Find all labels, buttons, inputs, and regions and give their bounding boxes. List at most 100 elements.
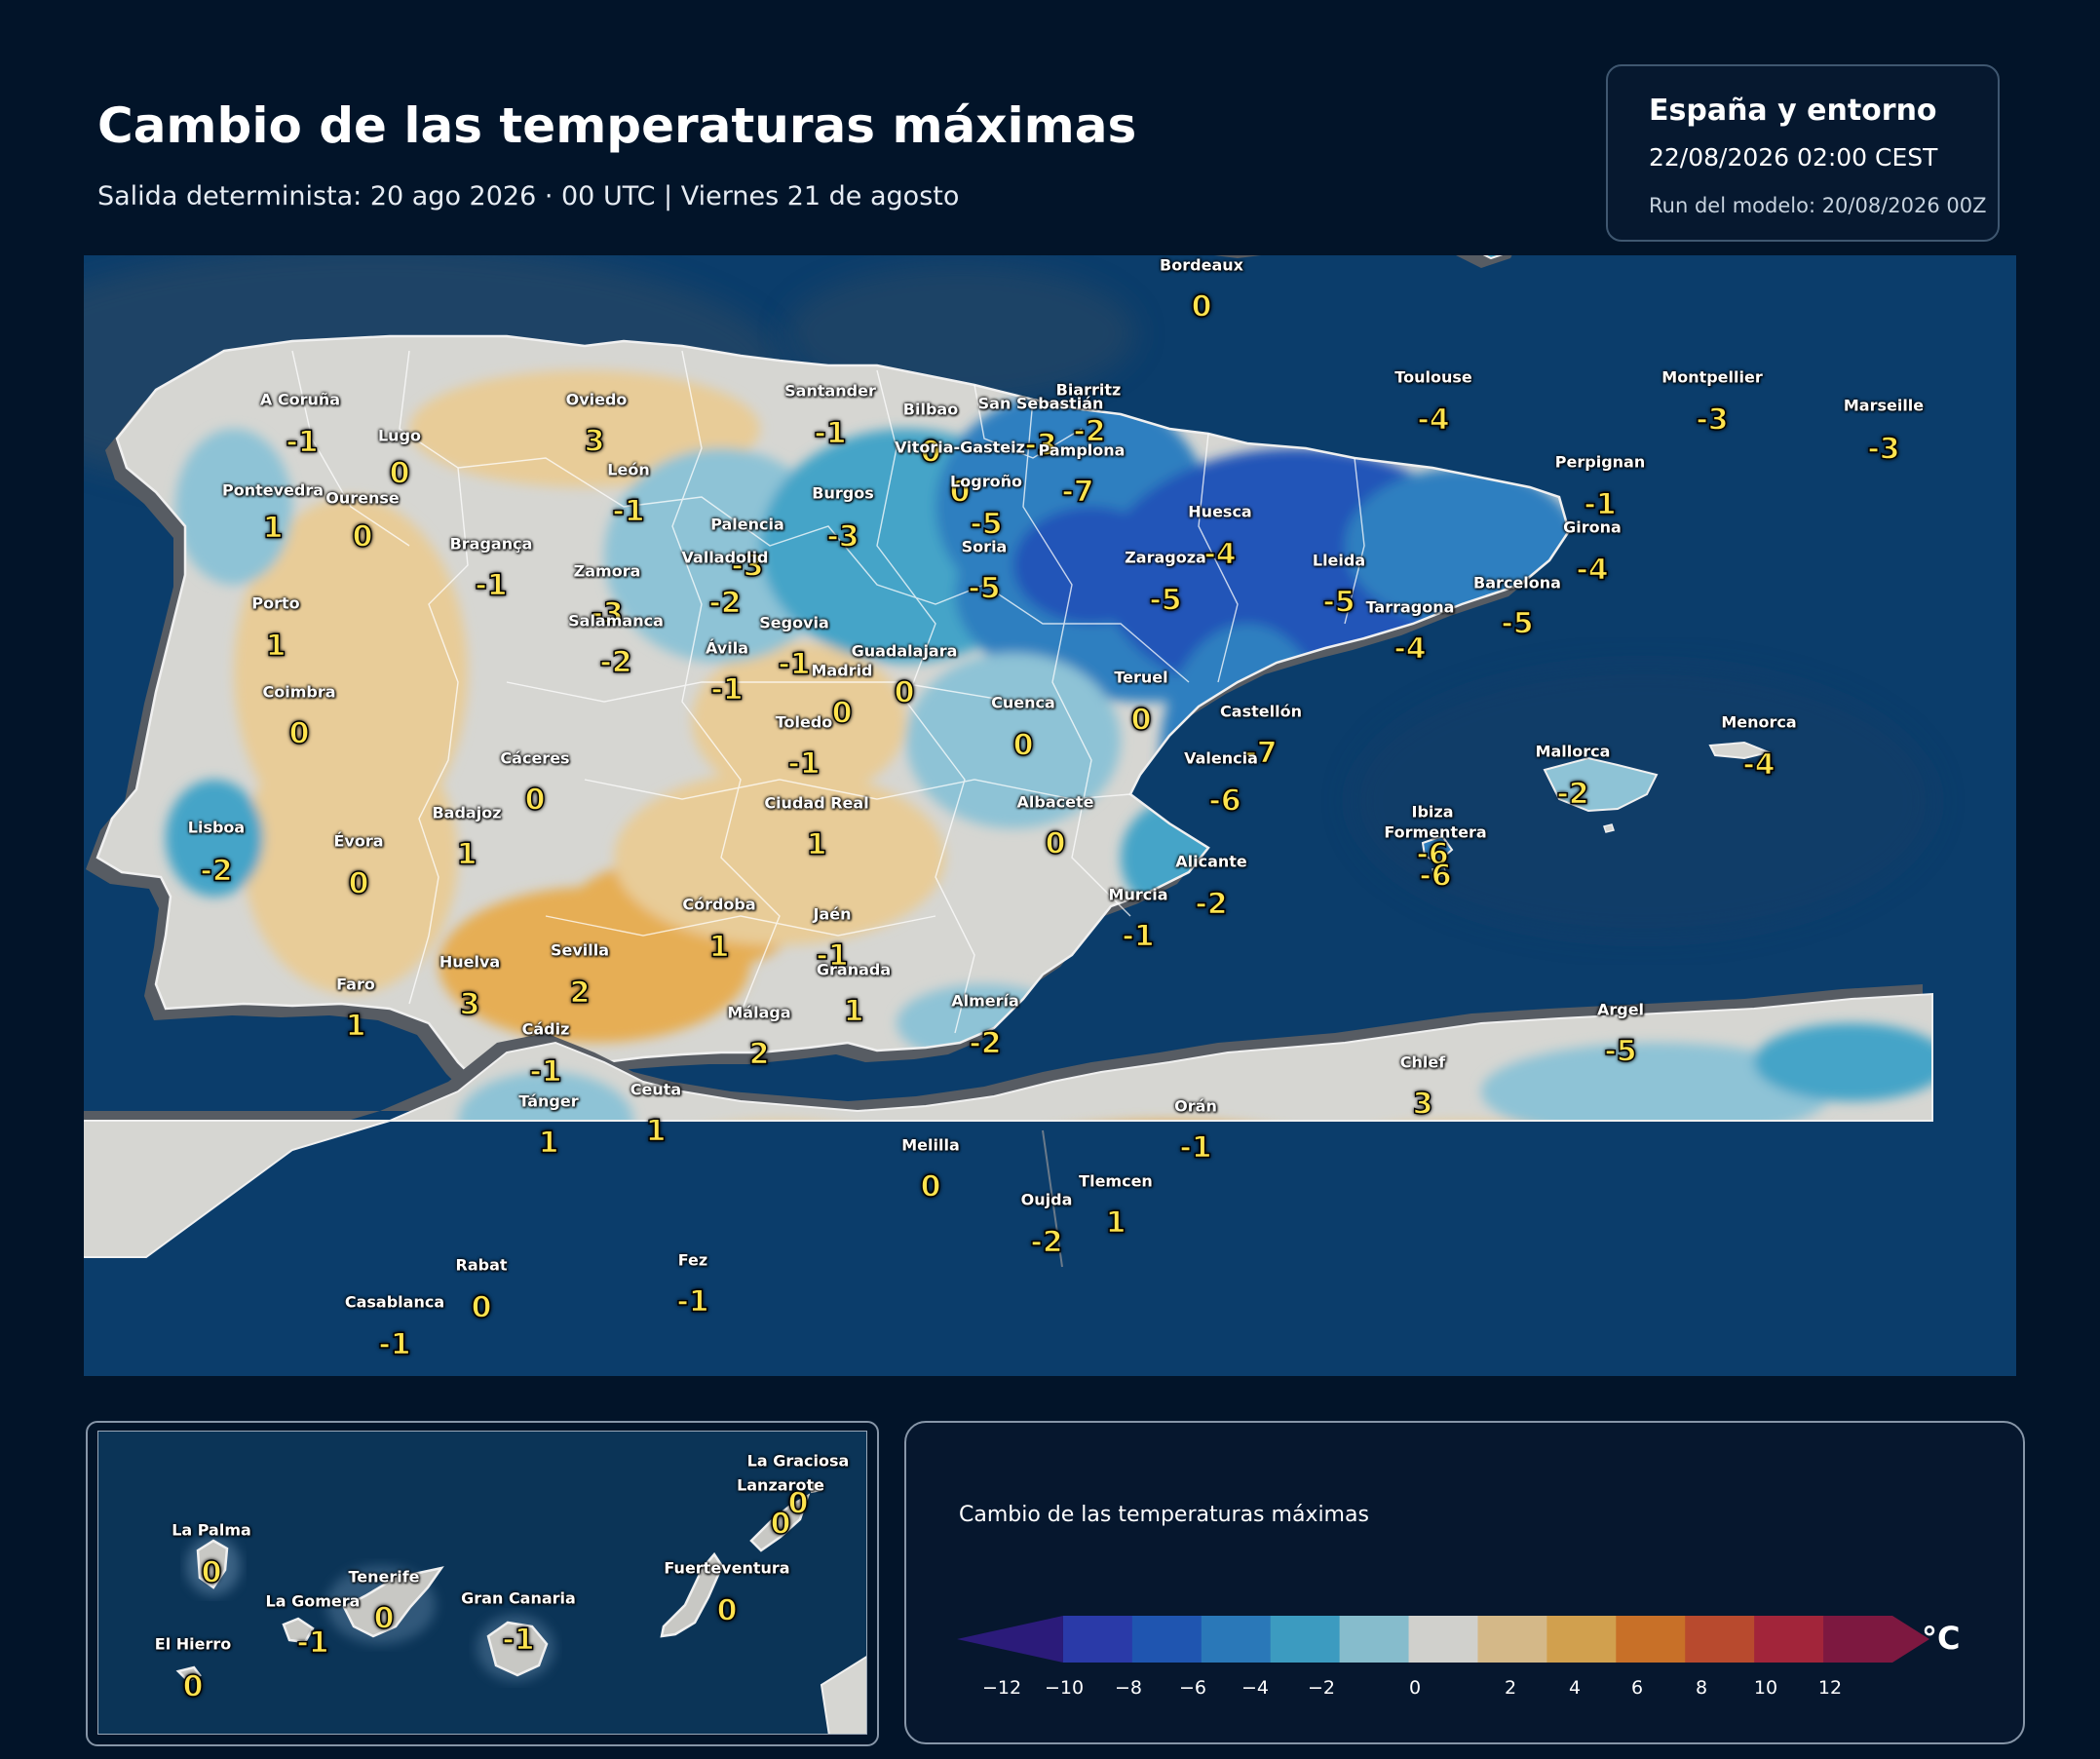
iberia-landmass xyxy=(86,334,1571,1108)
legend-panel: Cambio de las temperaturas máximas −12 −1… xyxy=(904,1421,2025,1744)
city-label-argel: Argel xyxy=(1596,1000,1645,1019)
city-label-la-palma: La Palma xyxy=(172,1520,251,1540)
colorbar-segment xyxy=(1270,1616,1341,1663)
city-label-logrono: Logroño xyxy=(950,472,1022,491)
temp-change-el-hierro: 0 xyxy=(182,1669,204,1704)
temp-change-barcelona: -5 xyxy=(1501,606,1535,641)
legend-unit: °C xyxy=(1922,1620,1961,1657)
city-label-barcelona: Barcelona xyxy=(1473,573,1561,593)
temp-change-soria: -5 xyxy=(968,571,1002,606)
canarias-background xyxy=(98,1432,866,1734)
temp-change-coimbra: 0 xyxy=(288,716,310,751)
temp-change-vitoria-gasteiz: 0 xyxy=(949,475,971,510)
temp-change-chlef: 3 xyxy=(1412,1087,1433,1122)
city-label-oviedo: Oviedo xyxy=(565,390,628,409)
temp-change-caceres: 0 xyxy=(524,783,546,818)
city-label-huelva: Huelva xyxy=(439,952,501,972)
temp-change-formentera: -6 xyxy=(1419,859,1453,894)
map-background xyxy=(84,255,2016,1376)
city-label-tanger: Tánger xyxy=(518,1091,579,1111)
colorbar-segment xyxy=(957,1616,1063,1663)
temp-change-tanger: 1 xyxy=(538,1126,559,1161)
temp-change-huesca: -4 xyxy=(1203,537,1238,572)
temp-change-santander: -1 xyxy=(814,416,848,451)
temp-change-toulouse: -4 xyxy=(1417,402,1451,438)
city-label-teruel: Teruel xyxy=(1114,668,1168,687)
temp-change-segovia: -1 xyxy=(778,647,812,682)
city-label-bilbao: Bilbao xyxy=(902,400,959,419)
city-label-lugo: Lugo xyxy=(377,426,422,445)
temp-change-lugo: 0 xyxy=(389,456,410,491)
legend-title: Cambio de las temperaturas máximas xyxy=(959,1503,1369,1527)
temp-change-tarragona: -4 xyxy=(1394,631,1428,667)
temp-change-pamplona: -7 xyxy=(1061,475,1095,510)
city-label-valladolid: Valladolid xyxy=(681,548,769,567)
city-label-madrid: Madrid xyxy=(811,661,873,680)
temp-change-a-coruna: -1 xyxy=(286,425,320,460)
city-label-tarragona: Tarragona xyxy=(1365,597,1455,617)
temp-change-la-palma: 0 xyxy=(201,1555,222,1590)
france-landmass xyxy=(1023,255,1933,268)
temp-change-marseille: -3 xyxy=(1867,432,1901,467)
temp-change-fuerteventura: 0 xyxy=(716,1593,738,1628)
temp-change-leon: -1 xyxy=(612,494,646,529)
temp-change-porto: 1 xyxy=(265,629,286,664)
canary-islands xyxy=(175,1480,866,1734)
temp-change-casablanca: -1 xyxy=(378,1327,412,1362)
city-label-porto: Porto xyxy=(251,593,300,613)
temp-change-bordeaux: 0 xyxy=(1191,289,1212,325)
temp-change-teruel: 0 xyxy=(1130,703,1152,738)
city-label-vitoria-gasteiz: Vitoria-Gasteiz xyxy=(895,438,1025,457)
temp-change-avila: -1 xyxy=(710,672,745,707)
temp-change-burgos: -3 xyxy=(826,519,860,554)
city-label-zamora: Zamora xyxy=(573,561,641,581)
temp-change-logrono: -5 xyxy=(970,507,1004,542)
city-label-cadiz: Cádiz xyxy=(521,1019,570,1039)
city-label-cuenca: Cuenca xyxy=(991,693,1055,712)
colorbar-segment xyxy=(1754,1616,1824,1663)
colorbar-tick-label: 8 xyxy=(1696,1677,1707,1699)
city-label-san-sebastian: San Sebastián xyxy=(977,394,1104,413)
city-label-avila: Ávila xyxy=(705,638,749,658)
city-label-marseille: Marseille xyxy=(1843,396,1925,415)
city-label-ourense: Ourense xyxy=(325,488,400,508)
temp-change-ceuta: 1 xyxy=(645,1114,667,1149)
city-label-caceres: Cáceres xyxy=(500,748,570,768)
colorbar-tick-label: −10 xyxy=(1045,1677,1084,1699)
city-label-segovia: Segovia xyxy=(759,613,829,632)
temp-change-zaragoza: -5 xyxy=(1149,583,1183,618)
temp-change-mallorca: -2 xyxy=(1556,777,1590,812)
temp-change-almeria: -2 xyxy=(969,1026,1003,1061)
city-label-la-gomera: La Gomera xyxy=(265,1591,361,1611)
city-label-leon: León xyxy=(607,460,650,479)
city-label-malaga: Málaga xyxy=(727,1003,791,1022)
temp-change-la-gomera: -1 xyxy=(296,1625,330,1661)
temp-change-murcia: -1 xyxy=(1122,919,1156,954)
city-label-melilla: Melilla xyxy=(901,1135,960,1155)
temp-change-ibiza: -6 xyxy=(1416,837,1450,872)
temp-change-castellon: -7 xyxy=(1244,736,1279,771)
city-label-albacete: Albacete xyxy=(1016,792,1094,812)
colorbar-segment xyxy=(1477,1616,1547,1663)
colorbar-tick-label: 12 xyxy=(1818,1677,1842,1699)
main-map[interactable]: Bordeaux 0 A Coruña -1 Oviedo 3 Santander -1 Bil… xyxy=(84,255,2016,1376)
city-label-bordeaux: Bordeaux xyxy=(1160,255,1243,275)
temp-change-argel: -5 xyxy=(1604,1034,1638,1069)
colorbar-tick-label: 6 xyxy=(1631,1677,1643,1699)
temp-change-malaga: 2 xyxy=(748,1037,770,1072)
city-label-formentera: Formentera xyxy=(1384,822,1487,842)
temp-change-guadalajara: 0 xyxy=(894,675,915,710)
city-label-a-coruna: A Coruña xyxy=(259,390,341,409)
city-label-pamplona: Pamplona xyxy=(1038,440,1126,460)
city-label-jaen: Jaén xyxy=(813,904,852,924)
canarias-inset-map[interactable]: La Graciosa 0 Lanzarote 0 La Palma 0 Fuerteven… xyxy=(97,1431,867,1735)
colorbar-segment xyxy=(1616,1616,1686,1663)
city-label-murcia: Murcia xyxy=(1108,885,1168,904)
city-label-castellon: Castellón xyxy=(1220,702,1302,721)
temp-change-zamora: -3 xyxy=(591,596,625,631)
temp-change-montpellier: -3 xyxy=(1696,402,1730,438)
city-label-ibiza: Ibiza xyxy=(1411,802,1454,822)
city-label-almeria: Almería xyxy=(951,991,1019,1011)
city-label-soria: Soria xyxy=(961,537,1008,556)
colorbar-tick-label: −4 xyxy=(1241,1677,1269,1699)
